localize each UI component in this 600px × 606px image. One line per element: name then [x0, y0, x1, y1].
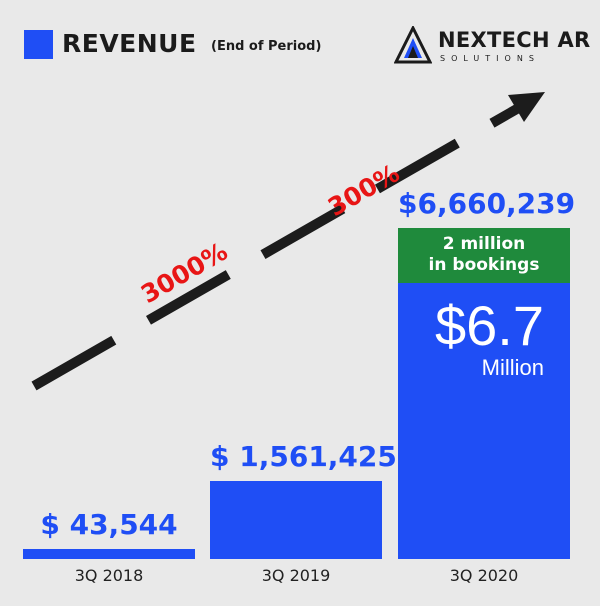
value-label-3q-2018: $ 43,544: [40, 508, 178, 541]
company-logo: NEXTECH AR SOLUTIONS: [393, 24, 590, 66]
bar-3q-2019: [210, 481, 382, 559]
callout-value: $6.7: [435, 293, 544, 357]
legend-title: REVENUE: [62, 29, 197, 58]
logo-subtitle: SOLUTIONS: [440, 54, 540, 63]
bookings-line2: in bookings: [428, 255, 540, 276]
triangle-mountain-icon: [393, 24, 433, 64]
growth-arrow-head: [508, 92, 545, 122]
callout-unit: Million: [481, 354, 544, 380]
growth-arrow-line: [31, 101, 525, 391]
legend-swatch: [24, 30, 53, 59]
bookings-line1: 2 million: [442, 234, 526, 255]
category-label-3q-2020: 3Q 2020: [449, 566, 519, 585]
bar-3q-2020: [398, 228, 570, 559]
legend-subtitle: (End of Period): [211, 39, 322, 54]
value-label-3q-2020: $6,660,239: [398, 187, 576, 220]
category-label-3q-2018: 3Q 2018: [74, 566, 144, 585]
bookings-segment: 2 million in bookings: [398, 228, 570, 283]
logo-name: NEXTECH AR: [438, 28, 591, 52]
bar-3q-2018: [23, 549, 195, 559]
value-label-3q-2019: $ 1,561,425: [210, 440, 397, 474]
category-label-3q-2019: 3Q 2019: [261, 566, 331, 585]
